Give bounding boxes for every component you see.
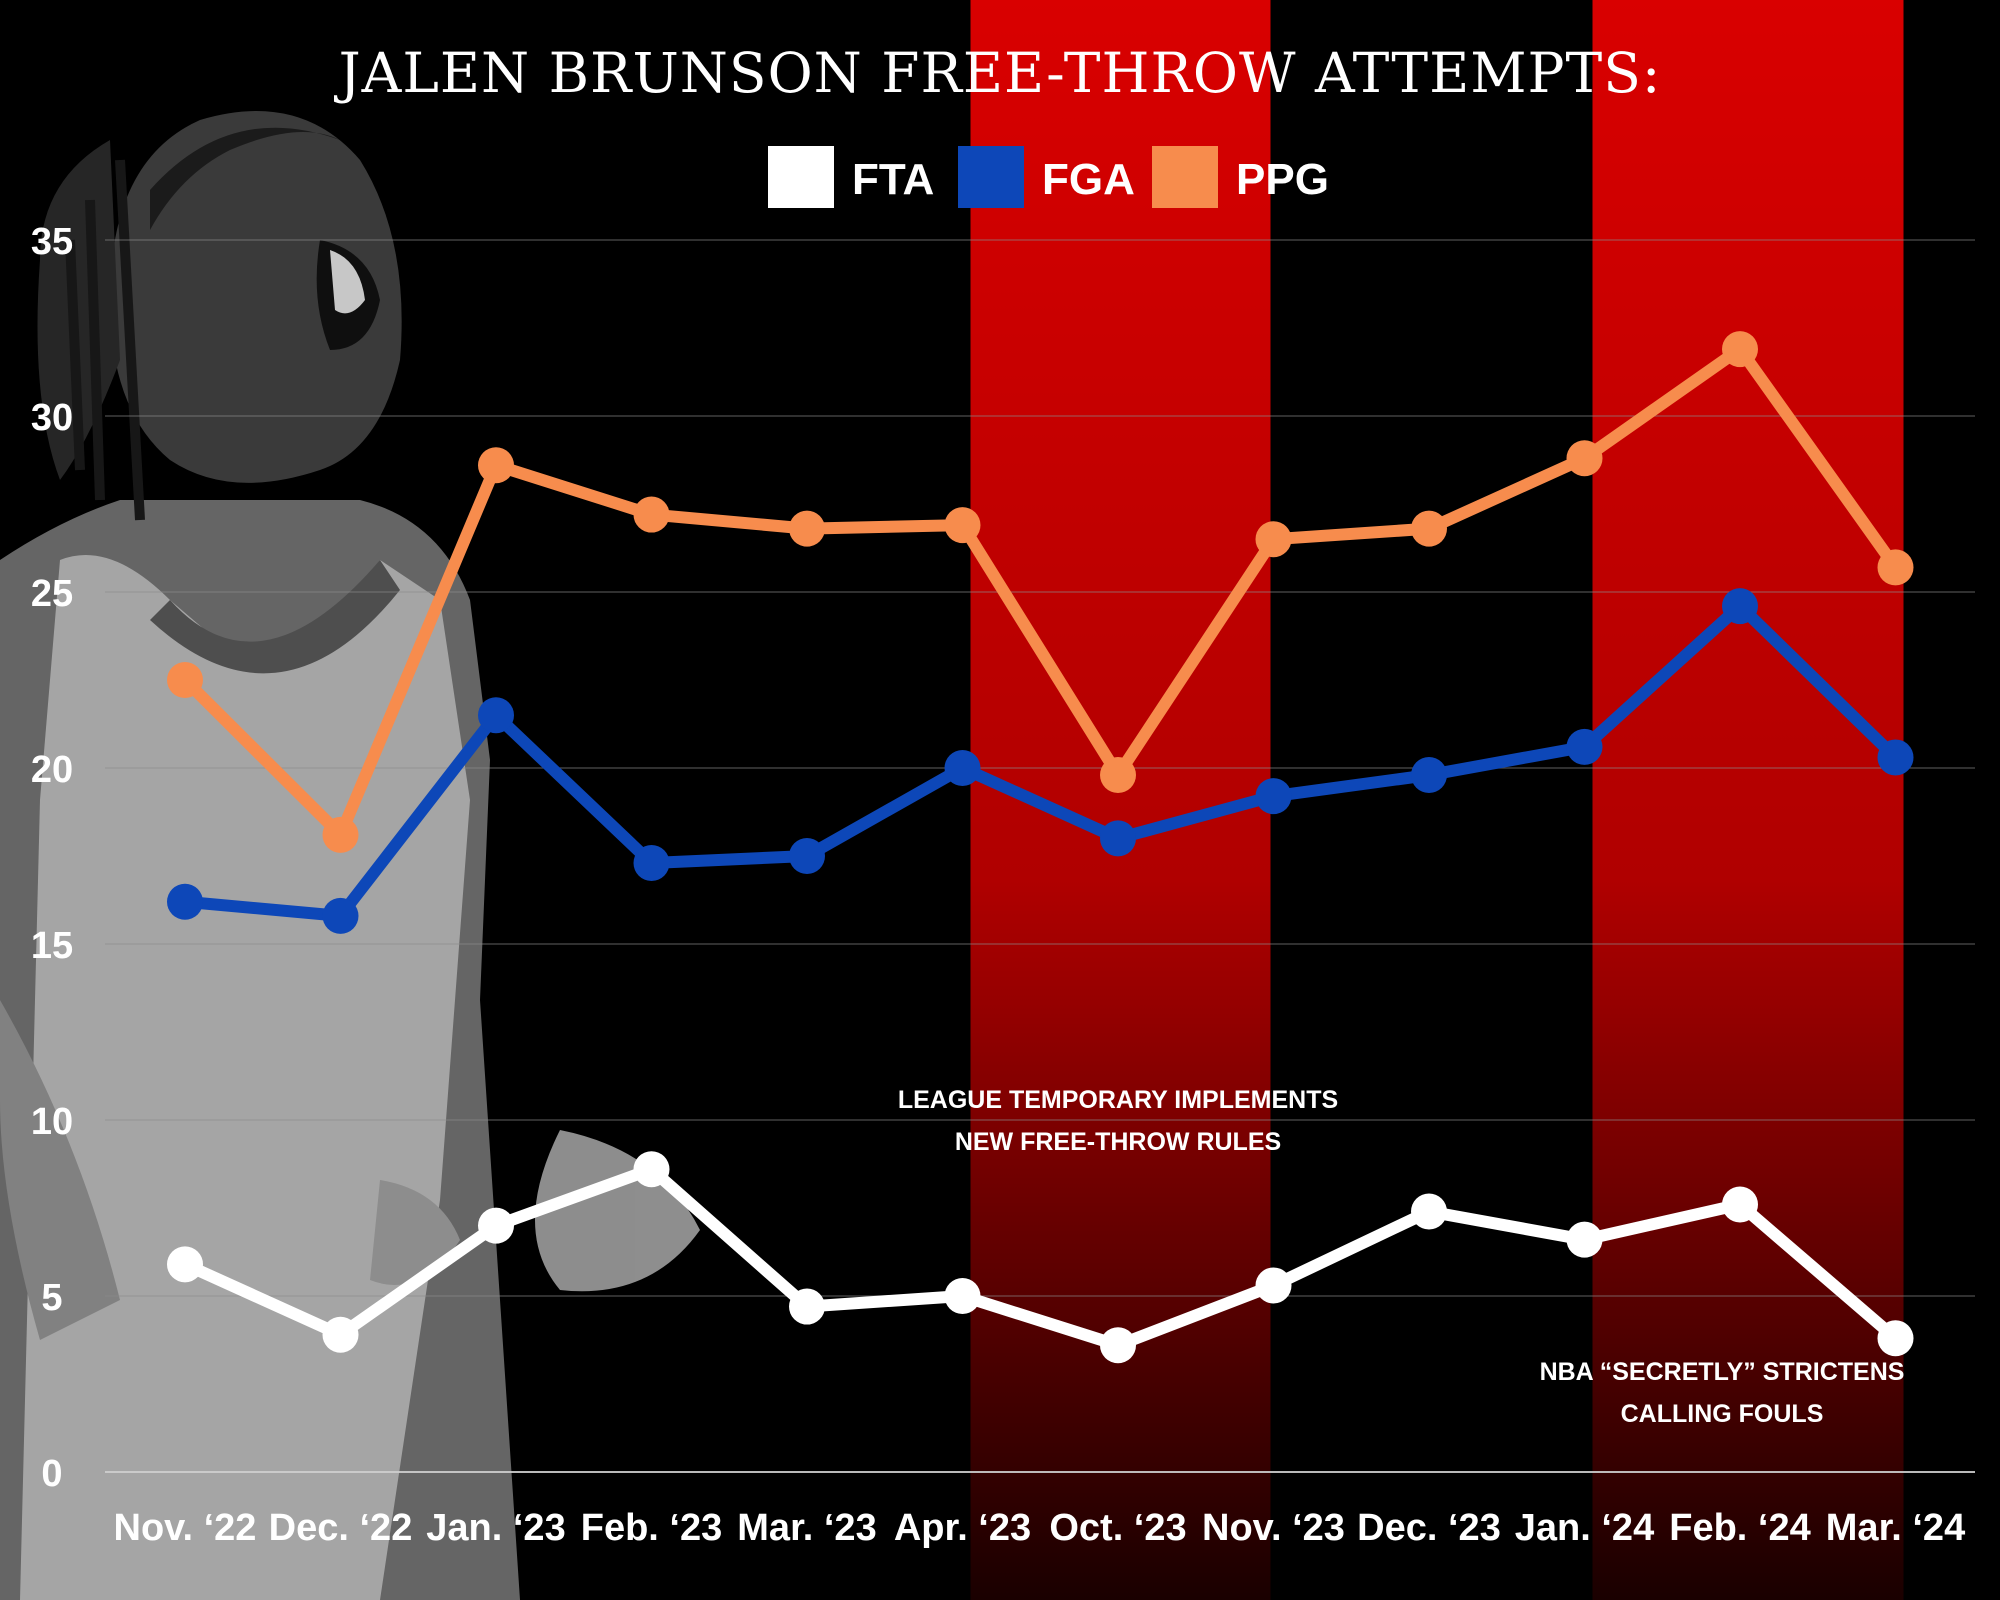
data-point-fta — [1566, 1221, 1603, 1258]
chart-title: JALEN BRUNSON FREE-THROW ATTEMPTS: — [334, 41, 1662, 105]
x-tick-label: Jan. ‘23 — [426, 1507, 565, 1549]
data-point-ppg — [1411, 510, 1447, 547]
gridlines — [105, 239, 1975, 1473]
data-point-fga — [1255, 778, 1292, 815]
annotations: LEAGUE TEMPORARY IMPLEMENTS NEW FREE-THRO… — [898, 1086, 1905, 1428]
data-point-fga — [1877, 739, 1914, 776]
annotation-text: NBA “SECRETLY” STRICTENS — [1540, 1358, 1905, 1386]
data-point-fta — [1100, 1327, 1136, 1364]
data-point-fta — [167, 1246, 203, 1283]
series-line-fga — [179, 600, 1902, 922]
data-point-fga — [789, 838, 825, 874]
data-point-ppg — [322, 816, 359, 853]
data-point-fga — [1411, 757, 1447, 794]
legend-label-ppg: PPG — [1236, 155, 1329, 204]
y-tick-label: 20 — [31, 749, 73, 791]
data-point-ppg — [1255, 521, 1292, 558]
data-point-ppg — [1722, 331, 1758, 368]
annotation-text: NEW FREE-THROW RULES — [955, 1128, 1281, 1156]
data-point-fta — [1722, 1186, 1758, 1223]
x-tick-label: Jan. ‘24 — [1515, 1507, 1654, 1549]
data-point-fta — [633, 1151, 670, 1188]
y-tick-label: 0 — [41, 1453, 62, 1495]
x-tick-label: Dec. ‘22 — [269, 1507, 413, 1549]
legend-swatch-ppg — [1152, 146, 1218, 208]
legend-label-fga: FGA — [1042, 155, 1135, 204]
data-point-ppg — [1100, 757, 1136, 794]
data-point-ppg — [633, 496, 670, 533]
data-point-ppg — [944, 507, 981, 544]
data-point-fga — [944, 750, 981, 786]
legend-swatch-fta — [768, 146, 834, 208]
series-line-fta — [179, 1163, 1902, 1352]
data-point-fta — [1255, 1267, 1292, 1304]
y-tick-label: 35 — [31, 221, 73, 263]
x-tick-label: Dec. ‘23 — [1357, 1507, 1501, 1549]
x-tick-label: Feb. ‘24 — [1669, 1507, 1811, 1549]
x-tick-label: Oct. ‘23 — [1049, 1507, 1186, 1549]
annotation-text: CALLING FOULS — [1621, 1400, 1824, 1428]
legend-swatch-fga — [958, 146, 1024, 208]
data-point-fta — [1411, 1193, 1447, 1230]
y-tick-label: 10 — [31, 1101, 73, 1143]
series-lines — [167, 331, 1914, 1364]
legend-label-fta: FTA — [852, 155, 934, 204]
series-line-ppg — [179, 343, 1902, 841]
data-point-ppg — [167, 662, 203, 698]
player-photo — [0, 111, 700, 1600]
x-axis: Nov. ‘22 Dec. ‘22 Jan. ‘23 Feb. ‘23 Mar. ‘23… — [114, 1507, 1966, 1549]
highlight-bands — [970, 0, 1904, 1600]
data-point-ppg — [478, 447, 514, 484]
data-point-fga — [322, 897, 359, 934]
data-point-fta — [322, 1316, 359, 1353]
x-tick-label: Feb. ‘23 — [581, 1507, 723, 1549]
data-point-fga — [167, 883, 203, 920]
band-gap — [1270, 0, 1570, 1600]
y-tick-label: 25 — [31, 573, 73, 615]
data-point-fga — [1566, 728, 1603, 765]
data-point-fta — [478, 1207, 514, 1244]
data-point-ppg — [1877, 549, 1914, 586]
y-axis: 0 5 10 15 20 25 30 35 — [31, 221, 73, 1495]
annotation-text: LEAGUE TEMPORARY IMPLEMENTS — [898, 1086, 1338, 1114]
x-tick-label: Mar. ‘23 — [737, 1507, 876, 1549]
data-point-fga — [633, 845, 670, 882]
data-point-fta — [944, 1278, 981, 1314]
y-tick-label: 5 — [41, 1277, 62, 1319]
data-point-ppg — [1566, 440, 1603, 477]
highlight-band-2 — [1592, 0, 1904, 1600]
data-point-fga — [478, 697, 514, 734]
data-point-fta — [1877, 1320, 1914, 1357]
y-tick-label: 30 — [31, 397, 73, 439]
x-tick-label: Apr. ‘23 — [894, 1507, 1031, 1549]
data-point-fta — [789, 1288, 825, 1325]
data-point-ppg — [789, 510, 825, 547]
data-point-fga — [1722, 588, 1758, 625]
x-tick-label: Mar. ‘24 — [1826, 1507, 1965, 1549]
data-point-fga — [1100, 820, 1136, 857]
y-tick-label: 15 — [31, 925, 73, 967]
x-tick-label: Nov. ‘22 — [114, 1507, 257, 1549]
legend: FTA FGA PPG — [768, 146, 1329, 208]
x-tick-label: Nov. ‘23 — [1202, 1507, 1345, 1549]
